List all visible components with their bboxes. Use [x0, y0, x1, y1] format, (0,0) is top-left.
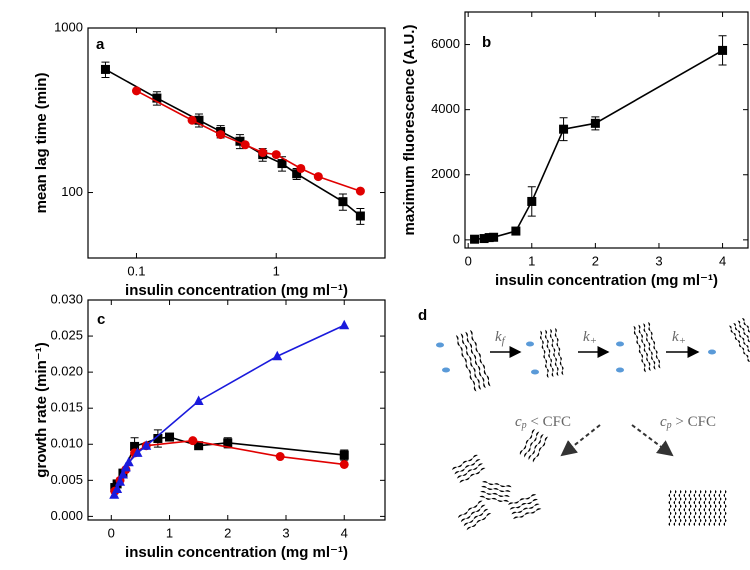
- rate-label: kf: [495, 329, 507, 346]
- y-tick-label: 0: [453, 231, 460, 246]
- y-tick-label: 0.005: [50, 472, 83, 487]
- marker: [339, 459, 349, 469]
- marker: [131, 86, 141, 96]
- x-tick-label: 0: [108, 525, 115, 540]
- marker: [590, 118, 600, 128]
- marker: [355, 186, 365, 196]
- rate-label: k+: [583, 329, 597, 346]
- x-axis-label: insulin concentration (mg ml⁻¹): [495, 272, 718, 289]
- plot-frame: [87, 27, 386, 259]
- y-tick-label: 4000: [431, 101, 460, 116]
- marker: [479, 234, 489, 244]
- marker: [313, 172, 323, 182]
- marker: [112, 483, 123, 493]
- marker: [277, 159, 287, 169]
- y-axis-label: mean lag time (min): [33, 73, 50, 214]
- marker: [123, 456, 134, 467]
- x-tick-label: 1: [528, 253, 535, 268]
- marker: [718, 45, 728, 55]
- y-tick-label: 1000: [54, 19, 83, 34]
- diagram: d kf k+ k+ cp < CFC cp: [418, 307, 750, 532]
- panel-label: d: [418, 307, 427, 324]
- marker: [559, 124, 569, 134]
- marker: [132, 447, 143, 457]
- marker: [272, 350, 283, 361]
- marker: [194, 115, 204, 125]
- marker: [194, 441, 204, 451]
- marker: [338, 197, 348, 207]
- marker: [115, 476, 126, 486]
- series-line: [113, 324, 345, 496]
- panel-label: b: [482, 34, 491, 51]
- marker: [275, 452, 285, 462]
- x-axis-label: insulin concentration (mg ml⁻¹): [125, 282, 348, 299]
- marker: [292, 169, 302, 179]
- condition-label: cp < CFC: [515, 414, 571, 431]
- marker: [223, 438, 233, 448]
- marker: [216, 130, 226, 140]
- y-tick-label: 100: [61, 184, 83, 199]
- y-tick-label: 6000: [431, 36, 460, 51]
- x-tick-label: 1: [166, 525, 173, 540]
- marker: [339, 319, 350, 330]
- x-tick-label: 4: [341, 525, 348, 540]
- y-tick-label: 0.015: [50, 400, 83, 415]
- marker: [153, 433, 163, 443]
- plot-frame: [464, 11, 749, 249]
- marker: [271, 150, 281, 160]
- marker: [141, 440, 152, 450]
- y-tick-label: 2000: [431, 166, 460, 181]
- marker: [296, 163, 306, 173]
- y-tick-label: 0.010: [50, 436, 83, 451]
- x-tick-label: 2: [224, 525, 231, 540]
- x-tick-label: 3: [282, 525, 289, 540]
- series-line: [474, 49, 723, 241]
- y-tick-label: 0.020: [50, 364, 83, 379]
- marker: [120, 461, 131, 472]
- marker: [188, 436, 198, 446]
- condition-label: cp > CFC: [660, 414, 716, 431]
- marker: [193, 395, 204, 405]
- x-tick-label: 0.1: [127, 263, 145, 278]
- marker: [355, 211, 365, 221]
- plot-frame: [87, 299, 386, 521]
- series-line: [105, 68, 361, 217]
- y-tick-label: 0.025: [50, 328, 83, 343]
- marker: [240, 140, 250, 150]
- marker: [258, 148, 268, 158]
- x-tick-label: 3: [655, 253, 662, 268]
- x-tick-label: 1: [273, 263, 280, 278]
- marker: [109, 489, 120, 499]
- marker: [152, 93, 162, 103]
- rate-label: k+: [672, 329, 686, 346]
- x-tick-label: 4: [719, 253, 726, 268]
- x-axis-label: insulin concentration (mg ml⁻¹): [125, 544, 348, 561]
- marker: [130, 441, 140, 451]
- marker: [165, 432, 175, 442]
- y-tick-label: 0.000: [50, 508, 83, 523]
- marker: [117, 469, 128, 479]
- marker: [339, 450, 349, 460]
- marker: [187, 115, 197, 125]
- panel-label: c: [97, 311, 105, 328]
- x-tick-label: 2: [592, 253, 599, 268]
- x-tick-label: 0: [465, 253, 472, 268]
- y-tick-label: 0.030: [50, 291, 83, 306]
- marker: [100, 64, 110, 74]
- monomers: [436, 341, 716, 375]
- marker: [489, 232, 499, 242]
- marker: [470, 234, 480, 244]
- marker: [511, 226, 521, 236]
- y-axis-label: growth rate (min⁻¹): [33, 342, 50, 477]
- marker: [235, 136, 245, 146]
- marker: [527, 196, 537, 206]
- y-axis-label: maximum fluorescence (A.U.): [401, 25, 418, 236]
- panel-label: a: [96, 36, 105, 53]
